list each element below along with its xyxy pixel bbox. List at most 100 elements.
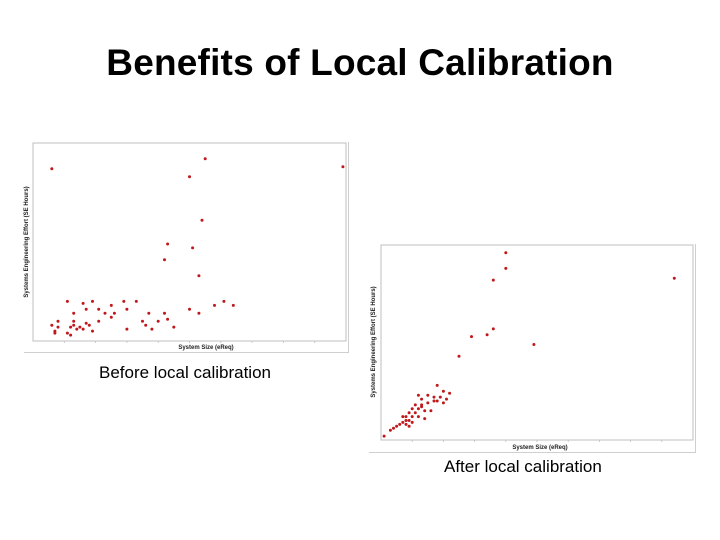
caption-before: Before local calibration	[99, 363, 271, 382]
data-point	[416, 407, 420, 411]
data-point	[416, 393, 420, 397]
data-point	[150, 327, 154, 331]
y-axis-label: Systems Engineering Effort (SE Hours)	[24, 186, 30, 297]
data-point	[432, 395, 436, 399]
data-point	[410, 420, 414, 424]
y-axis-label: Systems Engineering Effort (SE Hours)	[371, 286, 377, 397]
data-point	[87, 323, 91, 327]
scatter-svg-before: System Size (eReq) Systems Engineering Ef…	[24, 142, 347, 351]
data-point	[410, 407, 414, 411]
data-point	[435, 383, 439, 387]
data-point	[147, 311, 151, 315]
data-point	[125, 307, 129, 311]
data-point	[103, 311, 107, 315]
data-point	[491, 327, 495, 331]
data-point	[448, 391, 452, 395]
data-point	[188, 175, 191, 179]
data-point	[388, 428, 392, 432]
data-point	[407, 411, 411, 415]
data-point	[410, 415, 414, 419]
data-point	[56, 319, 60, 323]
data-point	[163, 258, 166, 262]
scatter-chart-after: System Size (eReq) Systems Engineering Ef…	[368, 243, 695, 452]
data-point	[413, 403, 417, 407]
data-point	[213, 303, 216, 307]
data-point	[420, 403, 424, 407]
data-point	[188, 307, 191, 311]
data-point	[445, 397, 448, 401]
data-point	[672, 276, 676, 280]
data-point	[53, 331, 57, 335]
data-point	[69, 325, 73, 329]
caption-after: After local calibration	[444, 457, 602, 476]
data-point	[200, 218, 204, 222]
plot-frame	[32, 142, 347, 342]
data-point	[72, 319, 76, 323]
data-point	[81, 327, 85, 331]
data-point	[429, 409, 433, 413]
data-point	[407, 419, 411, 422]
data-point	[144, 323, 148, 327]
data-point	[134, 299, 138, 303]
data-point	[112, 311, 116, 315]
data-point	[413, 411, 417, 415]
plot-frame	[380, 244, 694, 441]
data-point	[426, 401, 430, 405]
data-point	[50, 167, 54, 171]
data-point	[69, 333, 73, 337]
data-point	[441, 401, 445, 405]
x-axis-label: System Size (eReq)	[512, 445, 567, 451]
data-point	[109, 315, 113, 319]
data-point	[404, 419, 408, 422]
data-point	[222, 299, 226, 303]
data-point	[423, 409, 427, 413]
data-point	[203, 157, 207, 161]
data-point	[166, 242, 170, 246]
data-point	[432, 399, 436, 403]
data-point	[398, 422, 402, 426]
data-point	[426, 393, 430, 397]
data-point	[109, 303, 113, 307]
data-point	[485, 333, 489, 337]
data-point	[197, 274, 201, 278]
data-point	[401, 420, 405, 424]
data-point	[166, 317, 170, 321]
data-point	[122, 299, 126, 303]
scatter-svg-after: System Size (eReq) Systems Engineering Ef…	[371, 244, 694, 451]
data-point	[65, 331, 69, 335]
data-point	[395, 424, 399, 428]
data-point	[532, 343, 536, 346]
data-point	[470, 335, 473, 339]
data-point	[504, 251, 508, 255]
data-point	[191, 246, 195, 250]
data-point	[231, 303, 235, 307]
data-point	[50, 323, 54, 327]
data-point	[491, 278, 495, 282]
data-point	[78, 325, 82, 329]
data-point	[65, 299, 69, 303]
data-point	[435, 399, 439, 403]
data-point	[75, 327, 79, 331]
data-point	[420, 397, 424, 401]
data-point	[91, 329, 94, 333]
data-point	[163, 311, 166, 315]
data-point	[416, 415, 420, 419]
data-point	[141, 319, 144, 323]
x-axis-label: System Size (eReq)	[178, 345, 233, 351]
data-point	[91, 299, 94, 303]
data-point	[341, 165, 345, 169]
data-point	[97, 307, 101, 311]
data-point	[441, 389, 445, 393]
data-point	[172, 325, 176, 329]
data-point	[81, 301, 85, 305]
data-point	[97, 319, 101, 323]
data-point	[504, 266, 508, 270]
data-point	[423, 417, 427, 421]
data-point	[72, 311, 76, 315]
data-point	[457, 354, 461, 358]
data-point	[401, 415, 405, 419]
data-point	[197, 311, 201, 315]
data-point	[56, 325, 60, 329]
data-point	[382, 434, 386, 438]
data-point	[72, 323, 76, 327]
